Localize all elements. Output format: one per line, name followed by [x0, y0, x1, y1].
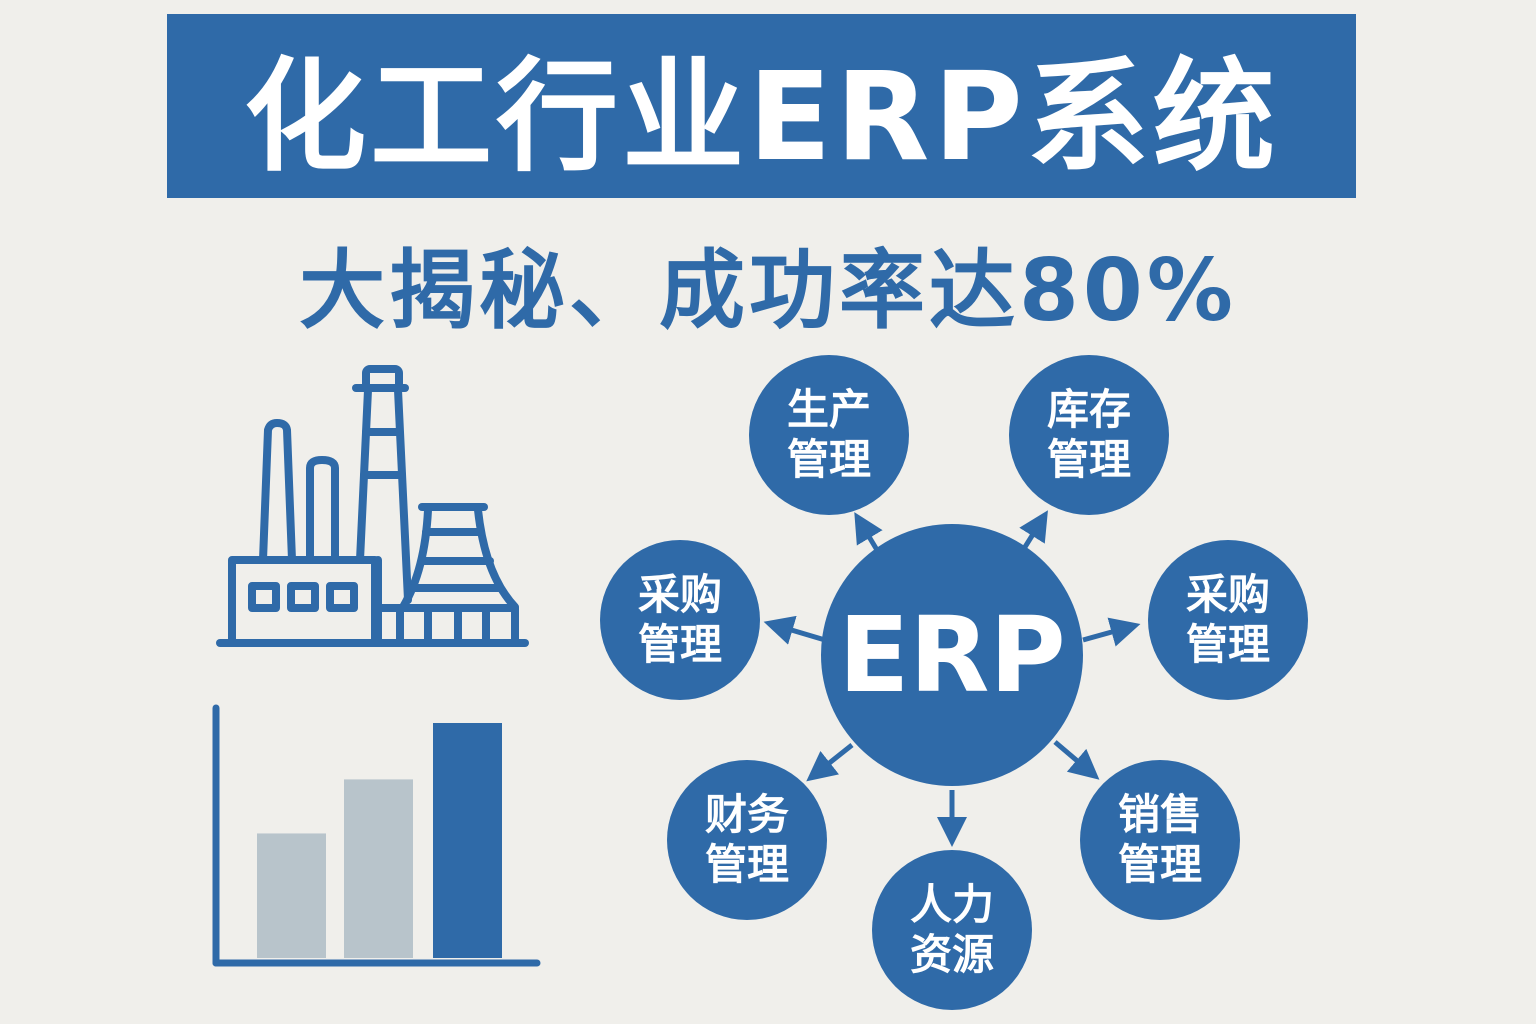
module-purchase-left: 采购 管理 — [600, 540, 760, 700]
module-sales: 销售 管理 — [1080, 760, 1240, 920]
module-label: 生产 — [786, 385, 871, 434]
page-subtitle: 大揭秘、成功率达80% — [299, 241, 1237, 341]
module-production: 生产 管理 — [749, 355, 909, 515]
module-label: 管理 — [786, 435, 871, 484]
arrow-purchase-left — [763, 615, 826, 645]
module-label: 管理 — [637, 620, 722, 669]
module-label: 库存 — [1046, 385, 1131, 434]
page-title: 化工行业ERP系统 — [244, 45, 1279, 188]
module-purchase-right: 采购 管理 — [1148, 540, 1308, 700]
erp-center-label: ERP — [838, 594, 1066, 716]
module-label: 人力 — [909, 880, 994, 929]
module-label: 销售 — [1117, 790, 1202, 839]
module-hr: 人力 资源 — [872, 850, 1032, 1010]
module-finance: 财务 管理 — [667, 760, 827, 920]
erp-center-node: ERP — [821, 524, 1083, 786]
arrow-purchase-right — [1082, 617, 1141, 647]
module-label: 管理 — [1046, 435, 1131, 484]
module-inventory: 库存 管理 — [1009, 355, 1169, 515]
arrow-finance — [806, 743, 854, 782]
module-label: 管理 — [1185, 620, 1270, 669]
module-label: 采购 — [1185, 570, 1270, 619]
module-label: 财务 — [704, 790, 789, 839]
module-label: 资源 — [909, 930, 994, 979]
module-label: 管理 — [704, 840, 789, 889]
module-label: 采购 — [637, 570, 722, 619]
title-banner: 化工行业ERP系统 — [167, 14, 1356, 198]
module-label: 管理 — [1117, 840, 1202, 889]
factory-icon — [216, 365, 529, 647]
arrow-sales — [1053, 740, 1100, 780]
